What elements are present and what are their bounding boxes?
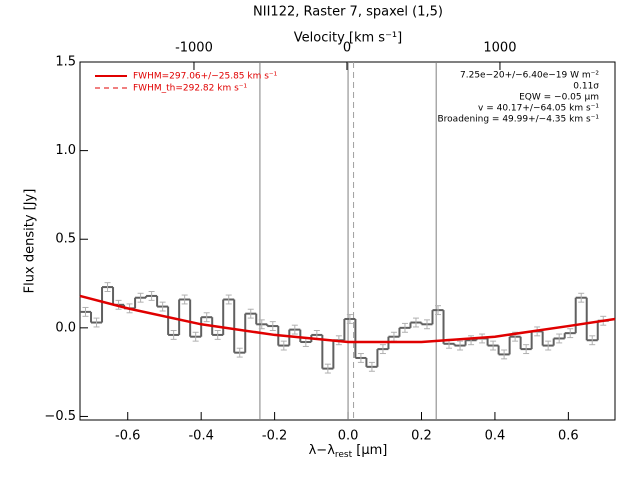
y-tick-label: 0.5 — [55, 232, 76, 247]
x-label-sub: rest — [335, 450, 353, 460]
annotation: v = 40.17+/−64.05 km s⁻¹ — [478, 104, 599, 114]
x2-axis-label: Velocity [km s⁻¹] — [294, 31, 402, 46]
legend-label: FWHM=297.06+/−25.85 km s⁻¹ — [133, 72, 278, 82]
x-tick-label: 0.4 — [485, 429, 506, 444]
y-tick-label: 1.5 — [55, 55, 76, 70]
x-axis-label: λ−λrest [μm] — [309, 443, 388, 460]
y-tick-label: 0.0 — [55, 320, 76, 335]
annotation: Broadening = 49.99+/−4.35 km s⁻¹ — [438, 115, 600, 125]
x-label-main: λ−λ — [309, 443, 336, 458]
annotation: 7.25e−20+/−6.40e−19 W m⁻² — [460, 71, 599, 81]
y-axis-label: Flux density [Jy] — [23, 189, 38, 294]
x2-tick-label: 1000 — [483, 41, 516, 56]
y-tick-label: −0.5 — [44, 409, 76, 424]
annotation: 0.11σ — [573, 82, 599, 92]
x-tick-label: -0.4 — [188, 429, 213, 444]
x2-tick-label: -1000 — [175, 41, 213, 56]
plot-frame — [79, 61, 616, 421]
x-tick-label: -0.6 — [115, 429, 140, 444]
x-tick-label: 0.6 — [558, 429, 579, 444]
x-tick-label: 0.0 — [338, 429, 359, 444]
chart-title: NII122, Raster 7, spaxel (1,5) — [253, 5, 443, 20]
fit-curve — [79, 294, 616, 344]
x-tick-label: 0.2 — [411, 429, 432, 444]
annotation: EQW = −0.05 μm — [519, 93, 599, 103]
y-tick-label: 1.0 — [55, 143, 76, 158]
x-tick-label: -0.2 — [262, 429, 287, 444]
x2-tick-label: 0 — [343, 41, 351, 56]
legend-label: FWHM_th=292.82 km s⁻¹ — [133, 84, 248, 94]
x-label-unit: [μm] — [352, 443, 387, 458]
